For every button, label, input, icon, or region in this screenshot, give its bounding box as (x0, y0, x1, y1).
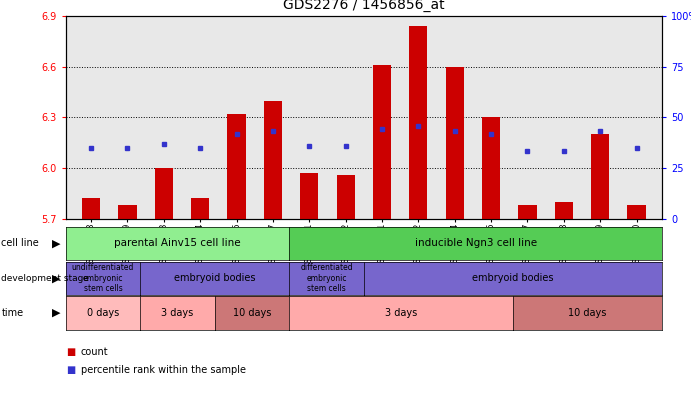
Text: 3 days: 3 days (385, 308, 417, 318)
Text: ■: ■ (66, 365, 75, 375)
Bar (337, 175, 354, 219)
Bar (82, 198, 100, 219)
Bar (191, 198, 209, 219)
Bar (482, 117, 500, 219)
Bar (155, 168, 173, 219)
Text: 0 days: 0 days (87, 308, 119, 318)
Text: ■: ■ (66, 347, 75, 357)
Text: embryoid bodies: embryoid bodies (174, 273, 256, 283)
Text: count: count (81, 347, 108, 357)
Text: 3 days: 3 days (161, 308, 193, 318)
Text: inducible Ngn3 cell line: inducible Ngn3 cell line (415, 239, 537, 248)
Text: percentile rank within the sample: percentile rank within the sample (81, 365, 246, 375)
Bar (518, 205, 536, 219)
Text: ▶: ▶ (53, 308, 61, 318)
Text: 10 days: 10 days (568, 308, 607, 318)
Text: ▶: ▶ (53, 239, 61, 248)
Bar (591, 134, 609, 219)
Bar (264, 100, 282, 219)
Bar (300, 173, 319, 219)
Bar (446, 67, 464, 219)
Bar (555, 202, 573, 219)
Text: embryoid bodies: embryoid bodies (472, 273, 553, 283)
Text: ▶: ▶ (53, 273, 61, 283)
Title: GDS2276 / 1456856_at: GDS2276 / 1456856_at (283, 0, 444, 13)
Bar (409, 26, 428, 219)
Bar (627, 205, 645, 219)
Text: parental Ainv15 cell line: parental Ainv15 cell line (114, 239, 240, 248)
Text: time: time (1, 308, 23, 318)
Text: 10 days: 10 days (233, 308, 271, 318)
Text: differentiated
embryonic
stem cells: differentiated embryonic stem cells (300, 263, 353, 293)
Bar (373, 65, 391, 219)
Text: development stage: development stage (1, 274, 89, 283)
Text: cell line: cell line (1, 239, 39, 248)
Bar (227, 114, 245, 219)
Bar (118, 205, 137, 219)
Text: undifferentiated
embryonic
stem cells: undifferentiated embryonic stem cells (72, 263, 134, 293)
